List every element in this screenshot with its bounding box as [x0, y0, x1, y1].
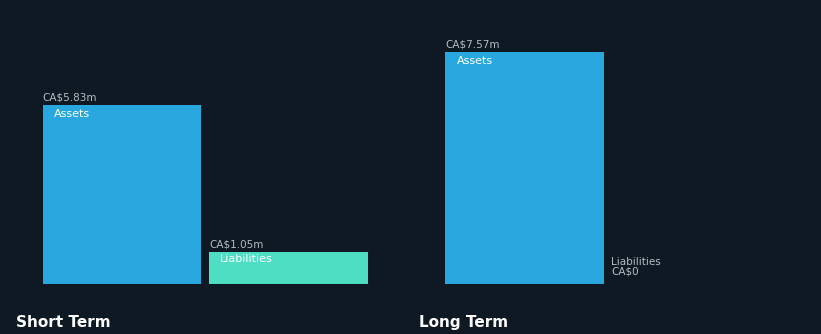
Text: Liabilities: Liabilities — [612, 257, 661, 267]
Text: Liabilities: Liabilities — [220, 254, 273, 264]
FancyBboxPatch shape — [209, 252, 368, 284]
Text: Assets: Assets — [54, 109, 90, 119]
FancyBboxPatch shape — [445, 52, 603, 284]
Text: Long Term: Long Term — [419, 315, 508, 330]
Text: CA$0: CA$0 — [612, 266, 639, 276]
FancyBboxPatch shape — [43, 105, 201, 284]
Text: Assets: Assets — [456, 55, 493, 65]
Text: Short Term: Short Term — [16, 315, 111, 330]
Text: CA$7.57m: CA$7.57m — [445, 39, 500, 49]
Text: CA$5.83m: CA$5.83m — [43, 93, 98, 103]
Text: CA$1.05m: CA$1.05m — [209, 239, 264, 249]
